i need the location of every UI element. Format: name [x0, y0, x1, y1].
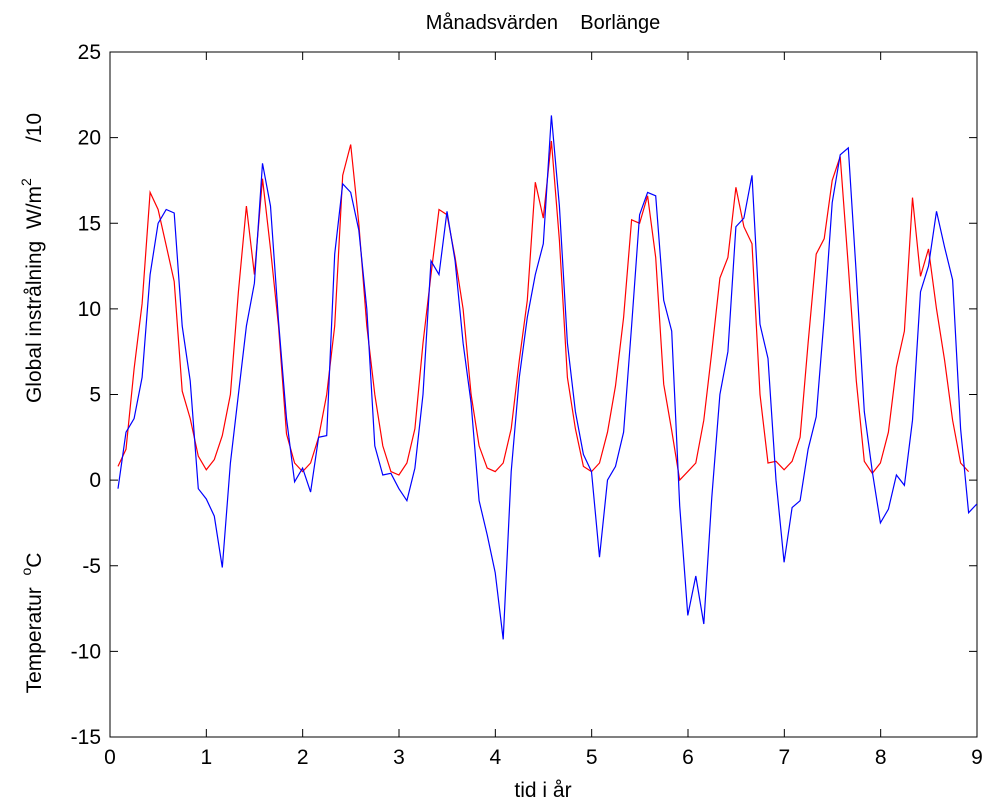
chart-title: Månadsvärden Borlänge	[426, 12, 661, 34]
y-tick-label: 10	[78, 298, 101, 321]
x-tick-label: 6	[682, 746, 694, 769]
x-tick-label: 5	[586, 746, 598, 769]
x-tick-label: 0	[104, 746, 116, 769]
y-tick-label: 20	[78, 127, 101, 150]
x-axis-title: tid i år	[514, 779, 571, 802]
series-layer	[117, 115, 978, 640]
x-tick-label: 8	[875, 746, 887, 769]
y-tick-label: -10	[71, 640, 101, 663]
x-axis-ticks: 0 1 2 3 4 5 6 7 8 9	[104, 52, 983, 769]
y-axis-title-lower-sup: o	[18, 568, 34, 576]
y-tick-label: 15	[78, 212, 101, 235]
y-tick-label: -15	[71, 726, 101, 749]
y-tick-label: -5	[82, 555, 101, 578]
y-axis-title-upper-suffix: /10	[23, 113, 46, 142]
series-line-2	[117, 115, 978, 640]
x-tick-label: 1	[200, 746, 212, 769]
x-tick-label: 3	[393, 746, 405, 769]
x-tick-label: 2	[297, 746, 309, 769]
y-tick-label: 0	[89, 469, 101, 492]
y-axis-title-upper: Global instrålning W/m2/10	[18, 113, 46, 403]
x-tick-label: 7	[778, 746, 790, 769]
y-axis-title-lower-main: Temperatur	[23, 576, 46, 694]
x-tick-label: 4	[489, 746, 501, 769]
y-axis-title-upper-main: Global instrålning W/m	[23, 186, 46, 403]
y-axis-ticks: -15 -10 -5 0 5 10 15 20 25	[71, 41, 977, 749]
y-axis-title-upper-sup: 2	[18, 178, 34, 186]
plot-area	[109, 51, 978, 738]
y-axis-title-lower: Temperatur oC	[18, 553, 46, 694]
x-tick-label: 9	[971, 746, 983, 769]
y-tick-label: 25	[78, 41, 101, 64]
y-axis-title-lower-suffix: C	[23, 553, 46, 568]
y-tick-label: 5	[89, 384, 101, 407]
